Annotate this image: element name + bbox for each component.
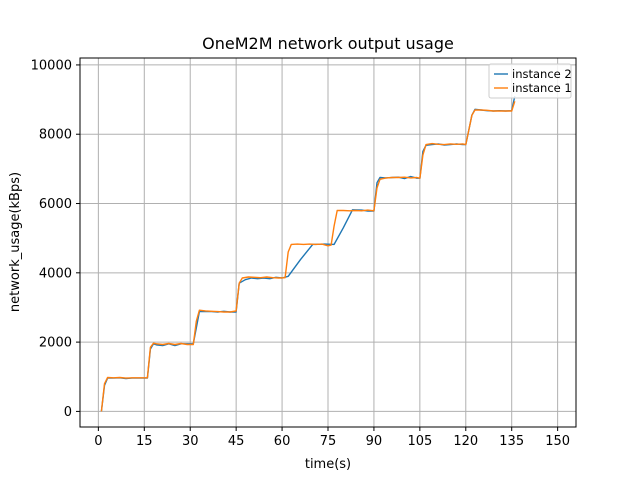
y-tick-label: 0 xyxy=(64,405,72,420)
x-tick-label: 90 xyxy=(366,434,383,449)
x-tick-label: 45 xyxy=(228,434,245,449)
series-line-instance-1 xyxy=(100,101,516,412)
grid xyxy=(80,58,576,427)
x-tick-label: 60 xyxy=(274,434,291,449)
x-tick-label: 135 xyxy=(499,434,524,449)
x-tick-label: 105 xyxy=(407,434,432,449)
plot-series xyxy=(100,95,516,412)
x-tick-label: 0 xyxy=(94,434,102,449)
x-tick-label: 75 xyxy=(320,434,337,449)
legend-box xyxy=(488,63,572,99)
y-tick-label: 4000 xyxy=(39,266,72,281)
x-tick-label: 30 xyxy=(182,434,199,449)
y-tick-label: 10000 xyxy=(31,58,72,73)
chart-title: OneM2M network output usage xyxy=(202,34,454,53)
x-axis-label: time(s) xyxy=(305,457,351,472)
x-tick-label: 120 xyxy=(453,434,478,449)
y-axis-label: network_usage(kBps) xyxy=(8,172,23,312)
y-tick-label: 2000 xyxy=(39,336,72,351)
x-tick-label: 150 xyxy=(545,434,570,449)
legend-label: instance 2 xyxy=(512,67,572,81)
axis-ticks: 0 15 30 45 60 75 90 105 120 135 150 0 2000 4000 6000 80… xyxy=(31,58,570,449)
x-tick-label: 15 xyxy=(136,434,153,449)
legend-label: instance 1 xyxy=(512,81,572,95)
y-tick-label: 6000 xyxy=(39,197,72,212)
y-tick-label: 8000 xyxy=(39,128,72,143)
